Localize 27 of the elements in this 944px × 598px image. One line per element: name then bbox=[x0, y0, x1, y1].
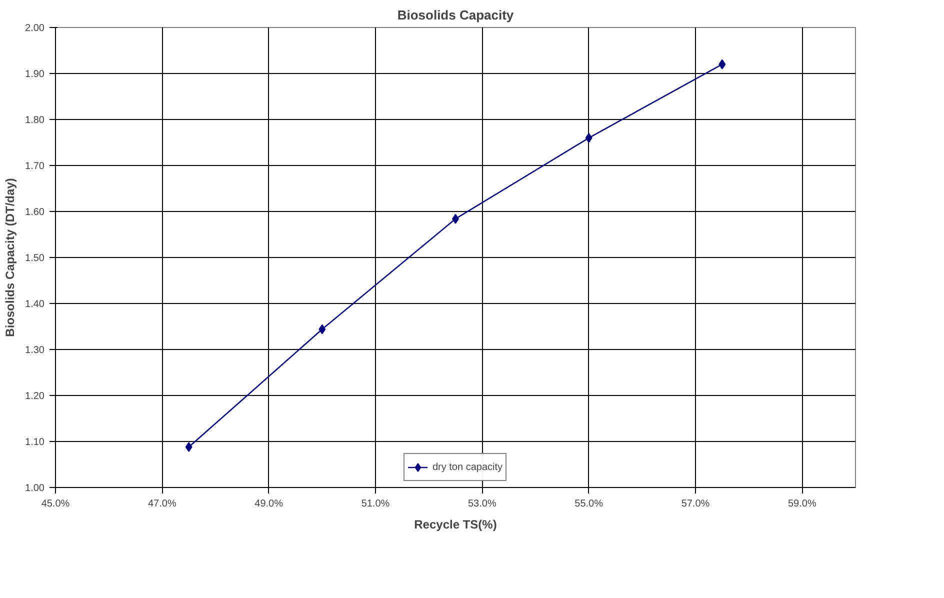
y-tick-label: 1.10 bbox=[25, 437, 45, 448]
x-tick-label: 59.0% bbox=[788, 498, 816, 510]
y-tick-label: 1.00 bbox=[25, 483, 45, 494]
point bbox=[318, 324, 326, 334]
x-tick-label: 51.0% bbox=[361, 498, 390, 510]
y-tick-label: 1.80 bbox=[25, 115, 45, 126]
point bbox=[718, 59, 726, 70]
y-tick-label: 1.70 bbox=[25, 161, 45, 172]
x-tick-label: 55.0% bbox=[574, 498, 604, 510]
y-tick-label: 1.60 bbox=[25, 207, 45, 218]
y-tick-label: 1.40 bbox=[25, 299, 45, 310]
x-tick-label: 53.0% bbox=[468, 498, 496, 510]
point bbox=[185, 442, 192, 452]
x-tick-label: 45.0% bbox=[41, 498, 70, 510]
legend-label: dry ton capacity bbox=[432, 462, 503, 472]
y-tick-label: 1.30 bbox=[25, 345, 45, 356]
x-axis-title: Recycle TS(%) bbox=[414, 518, 497, 532]
y-tick-label: 2.00 bbox=[25, 23, 45, 34]
y-tick-label: 1.50 bbox=[25, 253, 45, 264]
point bbox=[585, 132, 592, 143]
x-tick-label: 47.0% bbox=[148, 498, 176, 510]
x-tick-label: 49.0% bbox=[254, 498, 284, 510]
x-tick-label: 57.0% bbox=[681, 498, 710, 510]
y-tick-label: 1.90 bbox=[25, 69, 45, 80]
y-axis-title: Biosolids Capacity (DT/day) bbox=[3, 178, 18, 337]
y-tick-label: 1.20 bbox=[25, 391, 45, 402]
chart-title: Biosolids Capacity bbox=[397, 8, 514, 22]
